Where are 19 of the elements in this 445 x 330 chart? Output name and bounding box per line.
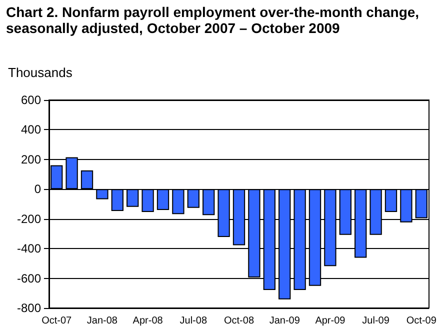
chart-title: Chart 2. Nonfarm payroll employment over-the-month change, seasonally adjusted, October 2007 – October 2009 bbox=[6, 4, 420, 36]
x-tick-label: Oct-07 bbox=[42, 316, 72, 326]
y-tick-label: -800 bbox=[16, 301, 42, 315]
x-tick-label: Jul-09 bbox=[362, 316, 390, 326]
x-tick-label: Oct-08 bbox=[224, 316, 254, 326]
x-tick-label: Apr-08 bbox=[132, 316, 164, 326]
y-tick-label: 200 bbox=[20, 152, 42, 166]
y-tick-label: -600 bbox=[16, 271, 42, 286]
x-tick-label: Jan-08 bbox=[86, 316, 118, 326]
y-tick-label: 600 bbox=[20, 93, 42, 107]
x-tick-label: Oct-09 bbox=[406, 316, 437, 326]
x-tick-label: Apr-09 bbox=[315, 316, 346, 326]
y-tick-label: 400 bbox=[20, 122, 42, 137]
x-tick-label: Jul-08 bbox=[180, 316, 208, 326]
y-tick-label: -400 bbox=[16, 242, 42, 256]
y-axis-title: Thousands bbox=[8, 65, 73, 80]
y-tick-label: -200 bbox=[16, 212, 42, 226]
y-tick-label: 0 bbox=[34, 182, 42, 196]
x-tick-label: Jan-09 bbox=[269, 316, 300, 326]
